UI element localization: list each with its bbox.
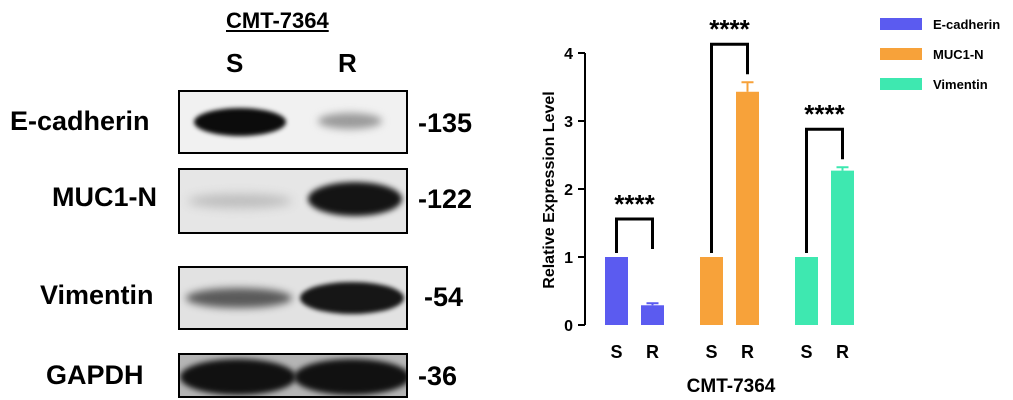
significance-label: **** [614, 189, 655, 219]
band-muc1n-r [308, 182, 402, 216]
blot-row-label-gapdh: GAPDH [46, 360, 144, 390]
blot-mw-vimentin: -54 [424, 282, 464, 312]
blot-title: CMT-7364 [226, 8, 329, 33]
bar-muc1-n-r [736, 91, 759, 325]
blot-strip-gapdh [178, 353, 408, 398]
lane-label-s: S [226, 48, 244, 78]
blot-row-label-muc1n: MUC1-N [52, 182, 157, 212]
y-tick-label: 2 [564, 182, 573, 199]
significance-bracket [615, 217, 654, 253]
blot-strip-ecadherin [178, 90, 408, 154]
y-tick-label: 4 [564, 46, 573, 63]
band-ecadherin-s [194, 108, 286, 136]
band-vimentin-r [300, 282, 404, 314]
x-tick-label: S [705, 342, 717, 362]
significance-label: **** [804, 99, 845, 129]
legend-label: Vimentin [933, 77, 988, 92]
x-tick-label: R [646, 342, 659, 362]
blot-strip-muc1n [178, 168, 408, 234]
blot-mw-muc1n: -122 [418, 184, 473, 214]
band-ecadherin-r [318, 113, 382, 129]
legend-swatch-vimentin [880, 78, 922, 90]
bar-e-cadherin-r [641, 305, 664, 325]
band-vimentin-s [186, 288, 292, 308]
bar-vimentin-s [795, 257, 818, 325]
legend-label: E-cadherin [933, 17, 1000, 32]
legend-swatch-muc1-n [880, 48, 922, 60]
y-tick-label: 3 [564, 114, 573, 131]
y-axis-title: Relative Expression Level [541, 91, 558, 288]
blot-row-label-vimentin: Vimentin [40, 280, 154, 310]
bar-vimentin-r [831, 170, 854, 325]
legend-swatch-e-cadherin [880, 18, 922, 30]
bar-muc1-n-s [700, 257, 723, 325]
y-tick-label: 0 [564, 318, 573, 335]
y-tick-label: 1 [564, 250, 573, 267]
lane-label-r: R [338, 48, 357, 78]
band-gapdh-r [294, 359, 406, 395]
significance-label: **** [709, 14, 750, 44]
x-tick-label: R [836, 342, 849, 362]
x-tick-label: R [741, 342, 754, 362]
blot-mw-gapdh: -36 [418, 361, 458, 391]
band-muc1n-s [188, 194, 292, 208]
significance-bracket [710, 42, 749, 253]
blot-row-label-ecadherin: E-cadherin [10, 106, 150, 136]
bar-e-cadherin-s [605, 257, 628, 325]
x-axis-title: CMT-7364 [687, 376, 776, 397]
blot-mw-ecadherin: -135 [418, 108, 473, 138]
legend-label: MUC1-N [933, 47, 984, 62]
band-gapdh-s [180, 359, 296, 395]
blot-strip-vimentin [178, 266, 408, 330]
x-tick-label: S [610, 342, 622, 362]
x-tick-label: S [800, 342, 812, 362]
significance-bracket [805, 127, 844, 253]
